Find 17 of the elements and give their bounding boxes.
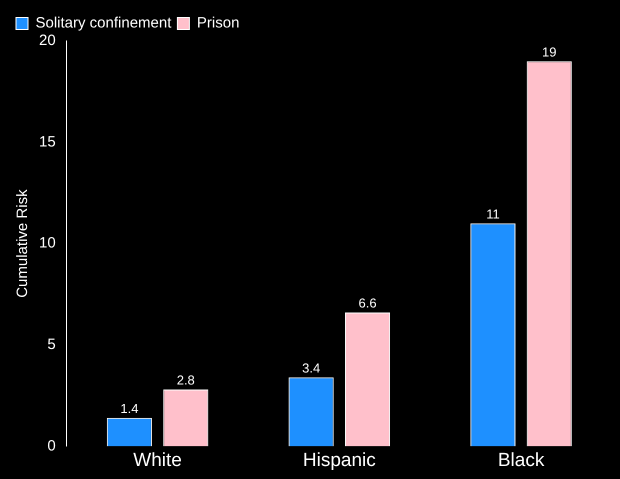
y-tick-label: 5 — [47, 336, 56, 354]
data-label: 6.6 — [358, 296, 377, 311]
y-tick-label: 10 — [38, 234, 56, 252]
y-axis-title: Cumulative Risk — [14, 188, 32, 298]
y-tick-label: 20 — [38, 32, 56, 50]
legend-label: Prison — [196, 14, 240, 32]
legend-label: Solitary confinement — [36, 14, 172, 32]
y-tick-label: 15 — [38, 133, 56, 150]
x-tick-label: Hispanic — [302, 450, 376, 471]
data-label: 3.4 — [302, 360, 320, 376]
data-label: 19 — [542, 44, 557, 60]
data-label: 2.8 — [176, 372, 195, 388]
y-tick-label: 0 — [47, 437, 56, 454]
x-tick-label: Black — [498, 450, 545, 471]
data-label: 1.4 — [120, 400, 138, 416]
data-label: 11 — [486, 206, 500, 222]
x-tick-label: White — [133, 450, 182, 471]
